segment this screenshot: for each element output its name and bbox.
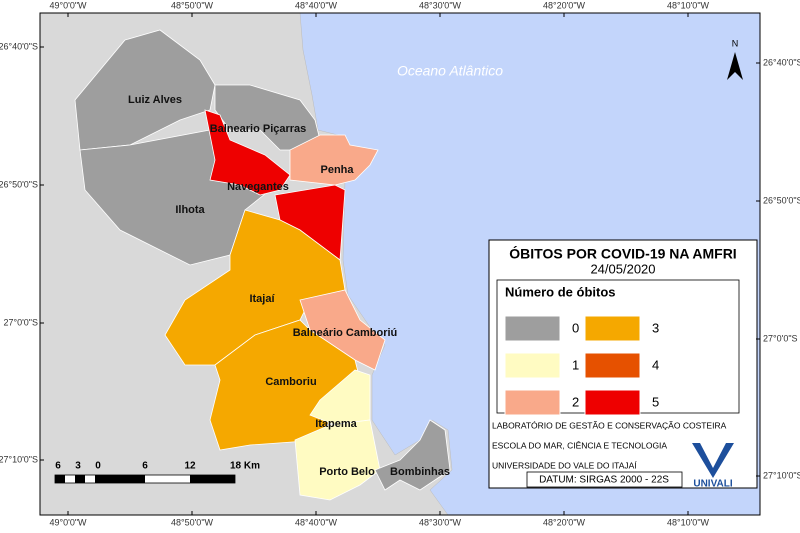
latitude-label: 26°40'0"S bbox=[763, 57, 800, 67]
legend-classes: 0 1 2 3 4 5 bbox=[504, 315, 659, 416]
longitude-label: 49°0'0"W bbox=[49, 517, 87, 527]
municipality-label: Porto Belo bbox=[319, 466, 375, 478]
latitude-label: 26°50'0"S bbox=[0, 179, 38, 189]
legend-label: 2 bbox=[572, 394, 579, 409]
latitude-label: 27°0'0"S bbox=[3, 317, 38, 327]
latitude-label: 27°10'0"S bbox=[763, 470, 800, 480]
datum: DATUM: SIRGAS 2000 - 22S bbox=[539, 475, 669, 486]
municipality-label: Navegantes bbox=[227, 181, 289, 193]
logo-text: UNIVALI bbox=[693, 479, 732, 490]
legend-label: 5 bbox=[652, 394, 659, 409]
longitude-label: 48°20'0"W bbox=[543, 0, 586, 10]
latitude-label: 27°0'0"S bbox=[763, 333, 798, 343]
legend-swatch bbox=[584, 352, 641, 379]
datum-box bbox=[526, 471, 683, 488]
longitude-label: 48°40'0"W bbox=[295, 0, 338, 10]
latitude-label: 27°10'0"S bbox=[0, 454, 38, 464]
north-arrow bbox=[727, 52, 743, 80]
longitude-label: 48°40'0"W bbox=[295, 517, 338, 527]
legend-swatch bbox=[584, 389, 641, 416]
municipality-label: Luiz Alves bbox=[128, 94, 182, 106]
scale-label: 3 bbox=[75, 461, 81, 472]
credit: ESCOLA DO MAR, CIÊNCIA E TECNOLOGIA bbox=[492, 440, 667, 450]
scale-segment bbox=[95, 475, 145, 483]
municipality-label: Penha bbox=[320, 164, 354, 176]
legend-label: 4 bbox=[652, 357, 659, 372]
scale-label: 6 bbox=[142, 461, 148, 472]
legend-swatch bbox=[584, 315, 641, 342]
scale-segment bbox=[190, 475, 235, 483]
municipality-label: Itajaí bbox=[249, 293, 275, 305]
municipality-label: Itapema bbox=[315, 418, 357, 430]
logo-mark bbox=[692, 443, 734, 478]
legend-title: ÓBITOS POR COVID-19 NA AMFRI bbox=[509, 245, 736, 262]
scale-label: 12 bbox=[184, 461, 196, 472]
municipality-label: Balneário Camboriú bbox=[293, 327, 398, 339]
longitude-label: 48°50'0"W bbox=[171, 0, 214, 10]
legend-label: 3 bbox=[652, 320, 659, 335]
scale-segment bbox=[55, 475, 65, 483]
legend-swatch bbox=[504, 352, 561, 379]
region bbox=[74, 29, 216, 151]
longitude-label: 49°0'0"W bbox=[49, 0, 87, 10]
longitude-label: 48°30'0"W bbox=[419, 0, 462, 10]
municipality-label: Balneario Piçarras bbox=[210, 123, 307, 135]
municipality-label: Camboriu bbox=[265, 376, 316, 388]
map-frame bbox=[39, 12, 761, 516]
north-label: N bbox=[732, 38, 739, 48]
longitude-label: 48°10'0"W bbox=[667, 517, 710, 527]
region bbox=[374, 419, 451, 491]
latitude-label: 26°50'0"S bbox=[763, 195, 800, 205]
scale-label: 6 bbox=[55, 461, 61, 472]
longitude-label: 48°10'0"W bbox=[667, 0, 710, 10]
legend-label: 1 bbox=[572, 357, 579, 372]
scale-label: 18 Km bbox=[230, 461, 260, 472]
longitude-label: 48°30'0"W bbox=[419, 517, 462, 527]
legend-swatch bbox=[504, 315, 561, 342]
municipality-label: Bombinhas bbox=[390, 466, 450, 478]
legend-heading: Número de óbitos bbox=[505, 284, 616, 299]
credit: LABORATÓRIO DE GESTÃO E CONSERVAÇÃO COST… bbox=[492, 420, 727, 430]
ocean-label: Oceano Atlântico bbox=[397, 63, 503, 79]
longitude-label: 48°20'0"W bbox=[543, 517, 586, 527]
legend-swatch bbox=[504, 389, 561, 416]
longitude-label: 48°50'0"W bbox=[171, 517, 214, 527]
region bbox=[204, 109, 291, 196]
scale-label: 0 bbox=[95, 461, 101, 472]
credit: UNIVERSIDADE DO VALE DO ITAJAÍ bbox=[492, 460, 637, 470]
scale-segment bbox=[75, 475, 85, 483]
legend-date: 24/05/2020 bbox=[590, 261, 655, 276]
latitude-label: 26°40'0"S bbox=[0, 41, 38, 51]
municipalities bbox=[74, 29, 451, 501]
region bbox=[289, 134, 379, 186]
legend-label: 0 bbox=[572, 320, 579, 335]
municipality-label: Ilhota bbox=[175, 204, 205, 216]
